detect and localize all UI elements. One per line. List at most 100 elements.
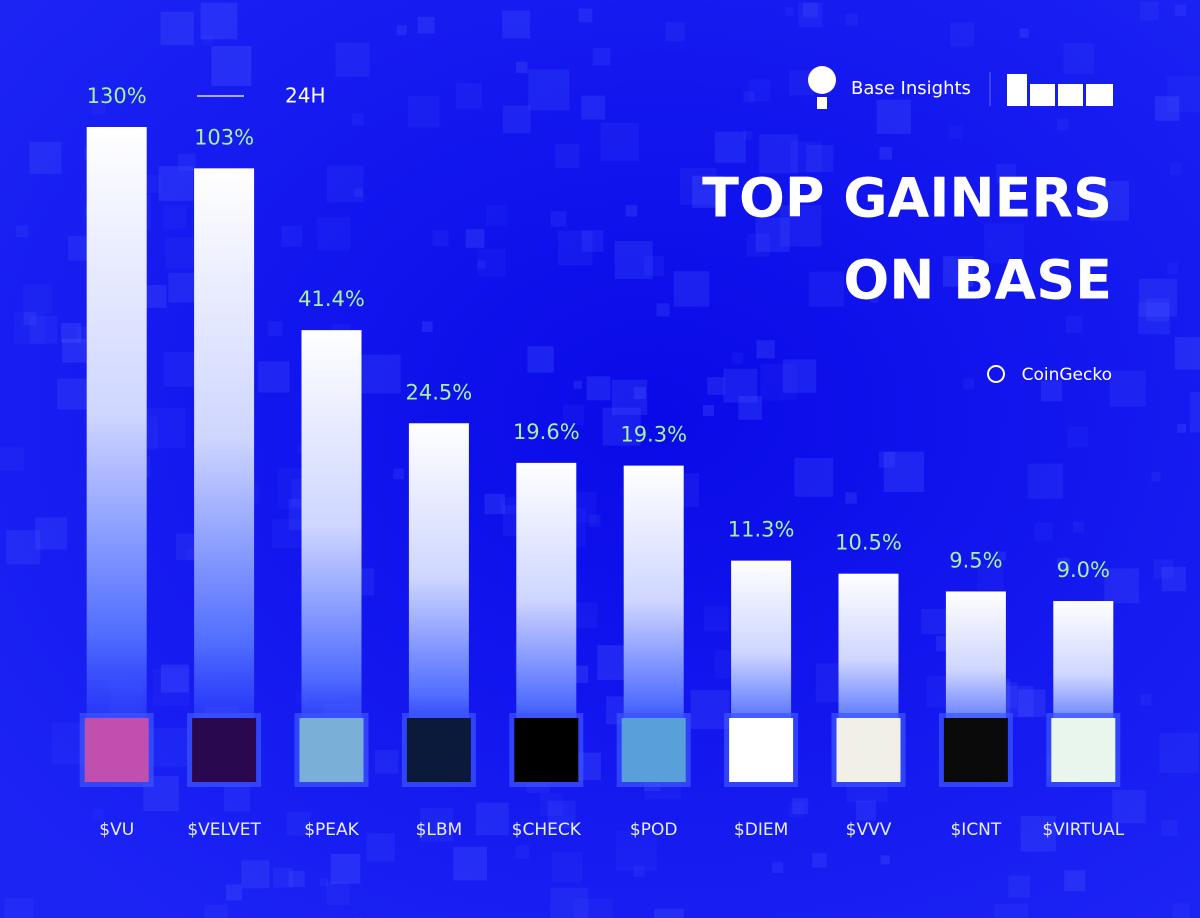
pattern-square	[1063, 43, 1095, 74]
pattern-square	[142, 174, 161, 194]
value-label: 19.6%	[513, 420, 580, 444]
pattern-square	[351, 113, 364, 126]
pattern-square	[1027, 463, 1063, 499]
pattern-square	[633, 865, 645, 877]
pattern-square	[794, 457, 834, 497]
pattern-square	[1002, 685, 1034, 718]
pattern-square	[16, 225, 29, 238]
pattern-square	[703, 606, 729, 632]
value-label: 9.5%	[949, 548, 1002, 572]
value-label: 9.0%	[1057, 558, 1110, 582]
pattern-square	[611, 379, 648, 415]
pattern-square	[61, 322, 81, 343]
pattern-square	[1151, 472, 1161, 482]
pattern-square	[13, 312, 46, 345]
pattern-square	[1089, 181, 1130, 221]
pattern-square	[485, 204, 508, 227]
pattern-square	[845, 13, 858, 26]
pattern-square	[366, 833, 395, 862]
pattern-square	[502, 10, 531, 39]
pattern-square	[223, 785, 250, 812]
pattern-square	[1139, 278, 1178, 317]
pattern-square	[1146, 298, 1170, 322]
pattern-square	[1169, 163, 1182, 176]
bar	[86, 127, 147, 765]
pattern-square	[23, 284, 53, 314]
pattern-square	[1040, 380, 1062, 402]
pattern-square	[396, 25, 407, 36]
source-icon	[987, 365, 1005, 383]
pattern-square	[798, 2, 823, 28]
pattern-square	[335, 42, 370, 77]
pattern-square	[845, 492, 857, 504]
value-label: 10.5%	[835, 531, 902, 555]
pattern-square	[690, 690, 730, 729]
pattern-square	[407, 96, 440, 128]
pattern-square	[581, 230, 604, 252]
pattern-square	[557, 230, 593, 266]
pattern-square	[143, 285, 167, 308]
pattern-square	[1064, 870, 1086, 892]
pattern-square	[563, 404, 584, 426]
pattern-square	[550, 887, 589, 918]
pattern-square	[178, 153, 196, 172]
pattern-square	[1161, 820, 1178, 836]
pattern-square	[374, 749, 399, 774]
pattern-square	[779, 205, 822, 247]
pattern-square	[573, 380, 582, 389]
pattern-square	[586, 376, 611, 401]
bar	[301, 330, 362, 765]
token-icon	[1051, 718, 1116, 782]
pattern-square	[326, 881, 350, 905]
pattern-square	[760, 363, 797, 401]
pattern-square	[679, 168, 717, 205]
pattern-square	[880, 855, 890, 865]
pattern-square	[204, 904, 228, 918]
token-icon	[729, 718, 794, 782]
pattern-square	[453, 846, 487, 881]
pattern-square	[160, 664, 189, 693]
pattern-square	[625, 205, 638, 217]
pattern-square	[616, 830, 657, 872]
pattern-square	[1008, 875, 1031, 898]
pattern-square	[581, 95, 606, 120]
pattern-square	[1153, 559, 1174, 579]
pattern-square	[500, 497, 517, 514]
pattern-square	[420, 808, 454, 842]
pattern-square	[502, 105, 531, 134]
pattern-square	[600, 122, 640, 162]
pattern-square	[792, 798, 809, 815]
pattern-square	[592, 47, 611, 66]
pattern-square	[1177, 424, 1186, 433]
pattern-square	[158, 166, 194, 201]
pattern-square	[759, 134, 799, 174]
x-tick-label: $VIRTUAL	[1042, 820, 1124, 840]
x-tick-label: $POD	[630, 820, 678, 840]
pattern-square	[789, 802, 805, 818]
pattern-square	[267, 321, 283, 337]
pattern-square	[808, 271, 844, 307]
pattern-square	[755, 217, 790, 252]
x-tick-label: $ICNT	[950, 820, 1001, 840]
pattern-square	[417, 16, 435, 34]
pattern-square	[241, 860, 270, 889]
pattern-square	[949, 22, 974, 47]
pattern-square	[869, 293, 879, 303]
pattern-square	[1174, 4, 1187, 16]
pattern-square	[879, 147, 892, 160]
pattern-square	[943, 256, 974, 287]
x-tick-label: $VVV	[846, 820, 892, 840]
pattern-square	[1159, 733, 1199, 773]
pattern-square	[656, 303, 670, 317]
bar	[194, 168, 255, 765]
value-label: 11.3%	[728, 518, 795, 542]
source: CoinGecko	[1022, 365, 1112, 385]
pattern-square	[994, 903, 1029, 918]
pattern-square	[4, 898, 34, 918]
pattern-square	[1020, 816, 1056, 852]
pattern-square	[272, 867, 293, 888]
pattern-square	[732, 352, 744, 364]
pattern-square	[353, 916, 362, 918]
x-tick-label: $VU	[99, 820, 134, 840]
pattern-square	[527, 346, 554, 373]
